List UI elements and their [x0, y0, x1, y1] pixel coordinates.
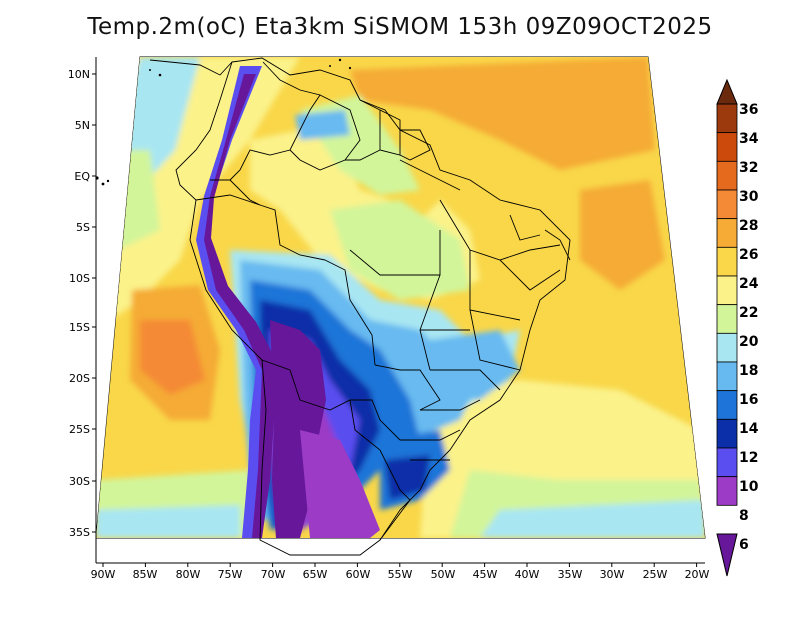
colorbar-swatch [716, 132, 738, 162]
lat-label: 5N [75, 119, 90, 132]
colorbar-label: 20 [739, 334, 759, 350]
lat-label: EQ [74, 170, 90, 183]
lat-label: 15S [69, 321, 90, 334]
colorbar-label: 10 [739, 479, 759, 495]
lat-label: 20S [69, 372, 90, 385]
lon-label: 60W [346, 568, 371, 581]
lon-label: 30W [600, 568, 625, 581]
colorbar-label: 18 [739, 363, 758, 379]
andes-cold-band [196, 66, 380, 538]
colorbar-label: 14 [739, 421, 759, 437]
colorbar-swatch [716, 103, 738, 134]
colorbar-label: 36 [739, 102, 758, 118]
lon-label: 85W [133, 568, 158, 581]
colorbar-swatch [716, 218, 738, 248]
colorbar-label: 6 [739, 537, 749, 553]
lat-label: 5S [76, 221, 90, 234]
colorbar-swatch [716, 160, 738, 191]
lat-label: 35S [69, 526, 90, 539]
temperature-field [95, 56, 706, 556]
colorbar-swatch [716, 275, 738, 306]
colorbar-swatch [716, 332, 738, 363]
colorbar-label: 34 [739, 131, 759, 147]
colorbar-label: 22 [739, 305, 758, 321]
lon-label: 20W [685, 568, 710, 581]
colorbar-label: 8 [739, 508, 749, 524]
colorbar-swatch [716, 447, 738, 478]
lon-label: 80W [176, 568, 201, 581]
colorbar-label: 32 [739, 160, 758, 176]
colorbar-swatch [716, 476, 738, 506]
lat-label: 10N [68, 68, 90, 81]
lon-label: 70W [261, 568, 286, 581]
lon-label: 90W [91, 568, 116, 581]
colorbar-label: 24 [739, 276, 759, 292]
colorbar-swatch [716, 361, 738, 392]
lon-label: 55W [388, 568, 413, 581]
colorbar-top-arrow [716, 78, 738, 105]
lon-label: 75W [218, 568, 243, 581]
colorbar-swatch [716, 418, 738, 449]
colorbar: 36 34 32 30 28 26 24 22 20 18 16 14 12 1… [716, 78, 759, 577]
map-axes: 10N 5N EQ 5S 10S 15S 20S 25S 30S 35S 90W… [68, 57, 710, 581]
colorbar-label: 28 [739, 218, 758, 234]
colorbar-swatch [716, 189, 738, 220]
lat-label: 25S [69, 423, 90, 436]
colorbar-label: 16 [739, 392, 758, 408]
colorbar-swatch [716, 304, 738, 334]
colorbar-label: 12 [739, 450, 758, 466]
lon-label: 25W [643, 568, 668, 581]
colorbar-swatch [716, 390, 738, 420]
lon-label: 40W [515, 568, 540, 581]
chart-title: Temp.2m(oC) Eta3km SiSMOM 153h 09Z09OCT2… [87, 14, 713, 40]
lon-label: 65W [303, 568, 328, 581]
colorbar-label: 26 [739, 247, 758, 263]
colorbar-swatch [716, 246, 738, 277]
lon-label: 35W [558, 568, 583, 581]
lat-label: 30S [69, 475, 90, 488]
lon-label: 50W [431, 568, 456, 581]
lon-label: 45W [473, 568, 498, 581]
colorbar-label: 30 [739, 189, 759, 205]
colorbar-bottom-arrow [716, 533, 738, 577]
country-borders [149, 57, 571, 556]
lat-label: 10S [69, 272, 90, 285]
